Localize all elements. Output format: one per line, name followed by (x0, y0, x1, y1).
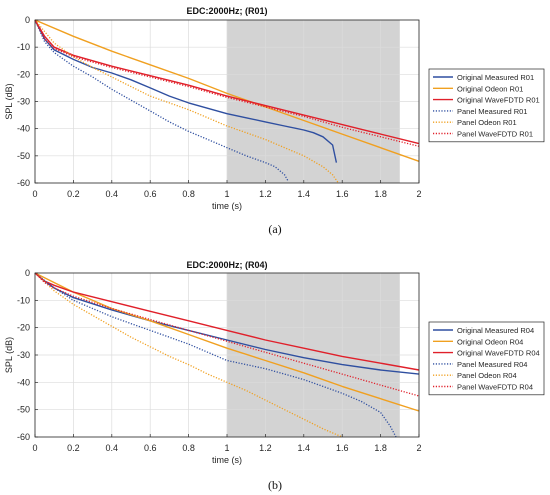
caption-b: (b) (268, 478, 282, 492)
series-line-3 (34, 19, 289, 182)
y-tick-label: -10 (17, 42, 30, 52)
y-axis-label: SPL (dB) (4, 337, 14, 373)
series-line-1 (34, 19, 420, 162)
caption-a: (a) (268, 222, 282, 236)
y-tick-label: -20 (17, 323, 30, 333)
legend-box (428, 321, 545, 396)
legend-label: Panel WaveFDTD R04 (457, 383, 533, 392)
y-tick-label: 0 (25, 268, 30, 278)
legend-box (428, 68, 545, 143)
legend-label: Panel Odeon R01 (457, 118, 517, 127)
y-tick-label: -30 (17, 97, 30, 107)
y-tick-label: -50 (17, 405, 30, 415)
legend-label: Original WaveFDTD R04 (457, 349, 540, 358)
legend-label: Original Odeon R04 (457, 337, 523, 346)
x-tick-label: 0.4 (106, 443, 119, 453)
x-tick-label: 0.6 (144, 443, 157, 453)
legend-label: Panel WaveFDTD R01 (457, 130, 533, 139)
y-tick-label: -30 (17, 350, 30, 360)
x-tick-label: 1.2 (259, 443, 272, 453)
x-axis-label: time (s) (212, 201, 242, 211)
legend-label: Original WaveFDTD R01 (457, 96, 540, 105)
y-tick-label: -50 (17, 151, 30, 161)
y-tick-label: 0 (25, 15, 30, 25)
chart-title: EDC:2000Hz; (R01) (186, 6, 267, 16)
x-axis-label: time (s) (212, 455, 242, 465)
legend-label: Original Odeon R01 (457, 84, 523, 93)
x-tick-label: 0.6 (144, 189, 157, 199)
x-tick-label: 0.8 (182, 443, 195, 453)
chart-0: 0 0.2 0.4 0.6 0.8 1 1.2 1.4 1.6 1.8 2 0 -10 -20 -30 -40… (4, 6, 545, 211)
x-tick-label: 2 (416, 189, 421, 199)
x-tick-label: 1 (224, 443, 229, 453)
legend-label: Panel Odeon R04 (457, 371, 517, 380)
x-tick-label: 0.4 (106, 189, 119, 199)
x-tick-label: 1.2 (259, 189, 272, 199)
x-tick-label: 0.8 (182, 189, 195, 199)
x-tick-label: 1.4 (298, 443, 311, 453)
y-tick-label: -20 (17, 69, 30, 79)
x-tick-label: 1.8 (374, 443, 387, 453)
series-line-1 (34, 272, 420, 412)
legend-label: Original Measured R04 (457, 326, 534, 335)
x-tick-label: 1.4 (298, 189, 311, 199)
x-tick-label: 1.8 (374, 189, 387, 199)
y-axis-label: SPL (dB) (4, 83, 14, 119)
series-line-2 (34, 19, 420, 145)
y-tick-label: -60 (17, 178, 30, 188)
series-line-5 (34, 19, 420, 147)
series-line-4 (34, 272, 343, 438)
chart-title: EDC:2000Hz; (R04) (186, 260, 267, 270)
x-tick-label: 0.2 (67, 443, 80, 453)
x-tick-label: 0.2 (67, 189, 80, 199)
legend-label: Original Measured R01 (457, 73, 534, 82)
series-line-4 (34, 19, 339, 184)
y-tick-label: -40 (17, 124, 30, 134)
series-line-2 (34, 272, 420, 371)
series-line-5 (34, 272, 420, 397)
x-tick-label: 1 (224, 189, 229, 199)
x-tick-label: 1.6 (336, 443, 349, 453)
legend-label: Panel Measured R01 (457, 107, 527, 116)
x-tick-label: 0 (32, 443, 37, 453)
legend-label: Panel Measured R04 (457, 360, 527, 369)
x-tick-label: 0 (32, 189, 37, 199)
y-tick-label: -40 (17, 377, 30, 387)
chart-1: 0 0.2 0.4 0.6 0.8 1 1.2 1.4 1.6 1.8 2 0 -10 -20 -30 -40… (4, 260, 545, 465)
x-tick-label: 1.6 (336, 189, 349, 199)
y-tick-label: -60 (17, 432, 30, 442)
x-tick-label: 2 (416, 443, 421, 453)
y-tick-label: -10 (17, 295, 30, 305)
series-line-0 (34, 19, 338, 163)
